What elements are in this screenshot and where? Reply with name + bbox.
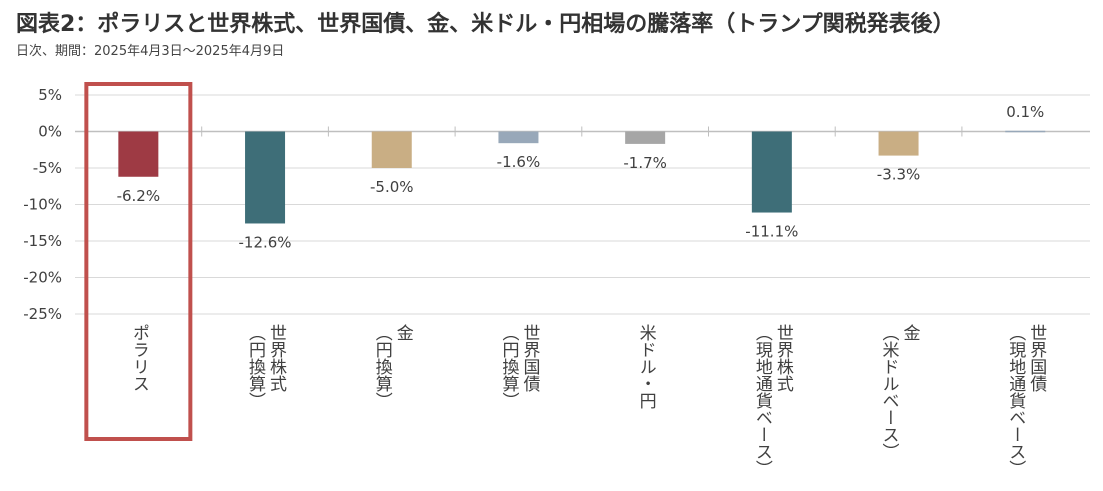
bar [878, 131, 919, 156]
data-label: -12.6% [239, 233, 292, 251]
category-label: 世界株式 （円換算） [245, 324, 287, 409]
data-label: -6.2% [117, 187, 161, 205]
category-label: 米ドル・円 [635, 324, 656, 409]
data-labels: -6.2% -12.6% -5.0% -1.6% -1.7% -11.1% -3.3% 0.1… [117, 103, 1045, 252]
data-label: -11.1% [745, 223, 798, 241]
bar [625, 131, 666, 144]
data-label: -5.0% [370, 178, 414, 196]
category-label: 世界国債 （円換算） [498, 324, 540, 409]
bar [245, 131, 286, 224]
category-label: ポラリス [128, 324, 149, 392]
data-label: -1.6% [497, 153, 541, 171]
bar [1005, 130, 1046, 133]
data-label: -1.7% [623, 154, 667, 172]
y-tick-label: -25% [23, 305, 62, 323]
chart-title: 図表2：ポラリスと世界株式、世界国債、金、米ドル・円相場の騰落率（トランプ関税発… [16, 12, 955, 37]
bar [751, 131, 792, 213]
category-label: 世界国債 （現地通貨ベース） [1005, 324, 1047, 477]
category-label: 金 （米ドルベース） [878, 324, 920, 460]
gridlines [75, 94, 1090, 315]
bar [371, 131, 412, 168]
bar [118, 131, 159, 177]
y-tick-label: -5% [33, 159, 62, 177]
chart-subtitle: 日次、期間：2025年4月3日～2025年4月9日 [16, 44, 285, 59]
category-label: 金 （円換算） [371, 324, 413, 409]
category-label: 世界株式 （現地通貨ベース） [751, 324, 793, 477]
y-tick-label: -20% [23, 269, 62, 287]
data-label: 0.1% [1006, 103, 1044, 121]
y-axis-ticks: 5% 0% -5% -10% -15% -20% -25% [23, 86, 62, 323]
y-tick-label: -15% [23, 232, 62, 250]
y-tick-label: 5% [38, 86, 62, 104]
bar [498, 131, 539, 144]
bars [118, 130, 1046, 224]
highlight-box [84, 82, 193, 441]
data-label: -3.3% [877, 166, 921, 184]
y-tick-label: 0% [38, 123, 62, 141]
y-tick-label: -10% [23, 196, 62, 214]
